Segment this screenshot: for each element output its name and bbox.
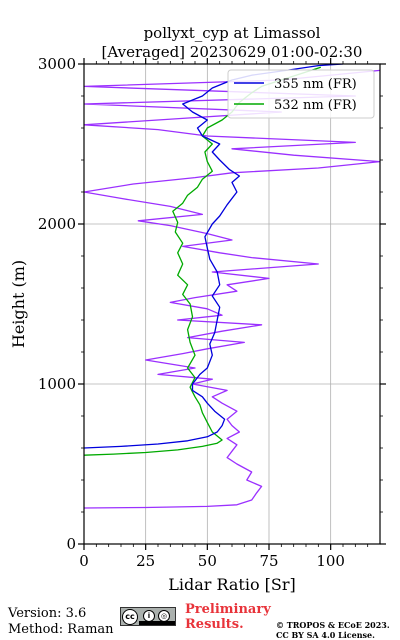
y-tick-label: 2000 <box>38 215 76 233</box>
y-axis-label: Height (m) <box>9 260 28 348</box>
copyright-notice: © TROPOS & ECoE 2023. CC BY SA 4.0 Licen… <box>276 620 400 640</box>
version-text: Version: 3.6 <box>8 606 87 621</box>
grid-lines <box>83 63 380 545</box>
x-tick-label: 0 <box>79 552 89 570</box>
series-line-1 <box>84 66 322 456</box>
chart-title: pollyxt_cyp at Limassol <box>144 24 321 42</box>
method-text: Method: Raman <box>8 622 114 637</box>
y-tick-label: 0 <box>66 535 76 553</box>
x-axis-label: Lidar Ratio [Sr] <box>168 575 296 594</box>
preliminary-notice: Preliminary Results. <box>185 602 285 632</box>
legend-box <box>227 69 375 119</box>
copyright-line-1: © TROPOS & ECoE 2023. <box>276 620 390 630</box>
preliminary-line-1: Preliminary <box>185 602 271 617</box>
cc-icon: cc <box>122 609 138 625</box>
chart-subtitle: [Averaged] 20230629 01:00-02:30 <box>102 43 363 61</box>
x-tick-label: 75 <box>259 552 278 570</box>
series-line-0 <box>84 64 344 449</box>
legend: 355 nm (FR) 532 nm (FR) <box>227 69 375 119</box>
cc-license-badge-icon: cc i ◎ <box>120 607 176 626</box>
series-layer <box>84 64 380 509</box>
x-tick-label: 25 <box>136 552 155 570</box>
x-tick-label: 100 <box>316 552 345 570</box>
lidar-ratio-chart: pollyxt_cyp at Limassol [Averaged] 20230… <box>9 24 386 594</box>
y-tick-label: 1000 <box>38 375 76 393</box>
legend-label-532: 532 nm (FR) <box>274 98 357 113</box>
legend-label-355: 355 nm (FR) <box>274 77 357 92</box>
y-tick-label: 3000 <box>38 55 76 73</box>
preliminary-line-2: Results. <box>185 617 244 632</box>
badge-strip <box>139 621 175 625</box>
plot-frame <box>83 63 381 545</box>
x-tick-label: 50 <box>198 552 217 570</box>
copyright-line-2: CC BY SA 4.0 License. <box>276 630 375 640</box>
series-line-2 <box>84 69 380 509</box>
